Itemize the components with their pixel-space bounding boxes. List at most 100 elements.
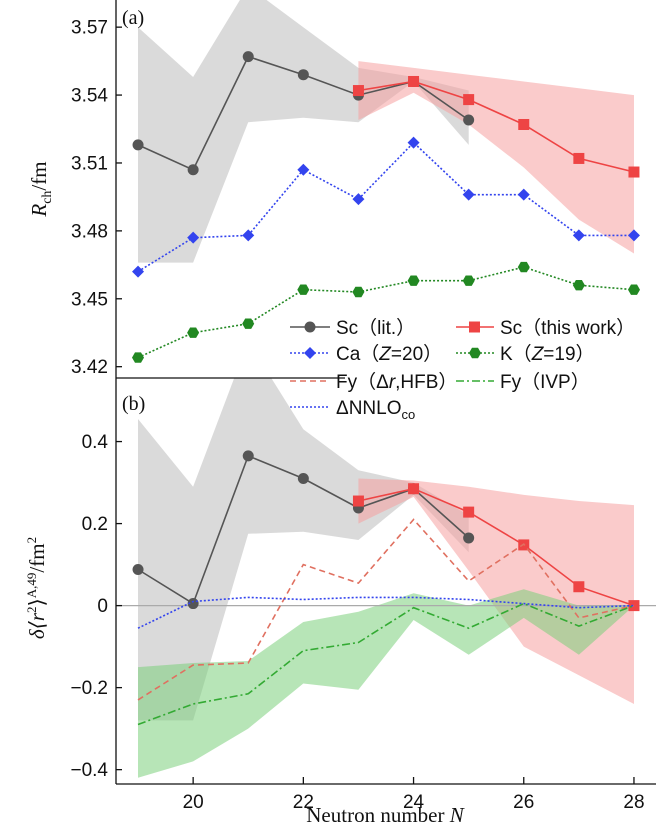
data-point-sc-this-work (518, 118, 530, 130)
band-sc-this-work (358, 61, 634, 254)
data-point-k-z-19 (572, 280, 585, 291)
y-tick-label: −0.4 (70, 760, 108, 781)
data-point-sc-lit (297, 472, 309, 484)
data-point-sc-this-work (628, 166, 640, 178)
x-tick-label: 22 (293, 792, 314, 813)
data-point-ca-z-20 (132, 265, 145, 278)
legend-label-fy-ivp: Fy（IVP） (500, 371, 590, 393)
y-tick-label: 3.51 (71, 153, 108, 174)
data-point-k-z-19 (517, 261, 530, 273)
x-tick-label: 20 (183, 792, 204, 813)
panel-a: 3.42 3.45 3.48 3.51 3.54 3.57 (a) Rch/fm (27, 0, 640, 378)
legend-marker-k (469, 347, 481, 359)
data-point-k-z-19 (628, 284, 640, 295)
legend-marker-sc-this (469, 321, 480, 333)
y-tick-label: 3.48 (71, 221, 108, 242)
legend-entry-sc-this: Sc（this work） (456, 317, 635, 339)
data-point-sc-lit (132, 564, 144, 576)
legend-label-ca-var: Z (378, 344, 392, 365)
data-point-sc-this-work (352, 85, 364, 97)
band-sc-lit (138, 378, 469, 721)
legend-entry-k: K（Z=19） (456, 343, 595, 365)
data-point-k-z-19 (407, 275, 420, 286)
data-point-ca-z-20 (407, 136, 420, 149)
legend-label-sc-lit: Sc（lit.） (336, 317, 415, 339)
x-tick-label: 28 (623, 792, 644, 813)
panel-b-x-ticks: 20 22 24 26 28 (183, 777, 645, 813)
data-point-sc-this-work (408, 483, 420, 495)
panel-b-ylabel-unit: /fm (25, 543, 49, 572)
panel-b-ylabel-sup2: A,49 (24, 573, 39, 599)
panel-a-series (132, 51, 640, 363)
y-tick-label: 3.45 (71, 289, 108, 310)
legend-label-fy-dr-post: ,HFB） (395, 371, 457, 393)
panel-a-ylabel-main: R (27, 204, 51, 218)
legend-entry-ca: Ca（Z=20） (290, 343, 442, 365)
data-point-k-z-19 (352, 286, 365, 298)
data-point-sc-lit (463, 114, 475, 126)
panel-b-series (132, 450, 640, 726)
y-tick-label: 3.57 (71, 18, 108, 39)
legend: Sc（lit.） Sc（this work） Ca（Z=20） K（Z=19） … (290, 317, 635, 422)
data-point-sc-lit (187, 164, 199, 176)
data-point-sc-lit (242, 450, 254, 462)
x-axis-title-var: N (449, 803, 465, 827)
series-line-fy-ivp (137, 602, 635, 726)
data-point-sc-lit (132, 139, 144, 151)
series-line-ca-z-20 (137, 141, 634, 273)
y-tick-label: 0.4 (82, 432, 109, 453)
panel-a-ylabel-sub: ch (40, 191, 55, 204)
data-point-sc-lit (463, 532, 475, 544)
data-point-sc-lit (297, 69, 309, 81)
data-point-ca-z-20 (352, 193, 365, 206)
series-line-fy-r-hfb (137, 518, 635, 701)
panel-b-label: (b) (122, 393, 145, 415)
data-point-ca-z-20 (242, 229, 255, 242)
legend-label-ca-pre: Ca（ (336, 343, 379, 365)
panel-b-ylabel-unit-sup: 2 (24, 537, 39, 544)
panel-a-ylabel-unit: /fm (27, 161, 51, 190)
x-tick-label: 26 (513, 792, 534, 813)
legend-label-ca-post: =20） (391, 343, 442, 365)
x-tick-label: 24 (403, 792, 425, 813)
legend-label-nnlo-main: ΔNNLO (336, 398, 401, 419)
data-point-k-z-19 (297, 284, 310, 295)
legend-label-fy-dr-pre: Fy（Δ (336, 371, 389, 393)
y-tick-label: 3.42 (71, 357, 108, 378)
band-sc-lit (138, 0, 469, 263)
legend-label-nnlo: ΔNNLOco (336, 398, 415, 422)
legend-entry-nnlo: ΔNNLOco (290, 398, 415, 422)
y-tick-label: 0 (97, 596, 108, 617)
series-line-nnloco (137, 596, 635, 629)
data-point-ca-z-20 (517, 188, 530, 201)
legend-label-fy-dr-var: r (389, 372, 396, 393)
data-point-ca-z-20 (187, 231, 200, 244)
series-line-k-z-19 (137, 266, 635, 359)
legend-entry-fy-ivp: Fy（IVP） (456, 371, 590, 393)
panel-b: −0.4−0.200.20.4 20 22 24 26 28 (b) δ⟨r2⟩A,49… (24, 378, 656, 827)
data-point-k-z-19 (242, 318, 255, 329)
legend-label-nnlo-sub: co (401, 407, 415, 422)
legend-label-sc-this: Sc（this work） (500, 317, 635, 339)
legend-marker-sc-lit (304, 321, 316, 333)
panel-a-y-axis-title: Rch/fm (27, 161, 55, 217)
series-line-sc-this-work (358, 487, 635, 607)
data-point-sc-this-work (463, 506, 475, 518)
data-point-ca-z-20 (572, 229, 585, 242)
y-tick-label: 0.2 (82, 514, 108, 535)
data-point-ca-z-20 (462, 188, 475, 201)
data-point-k-z-19 (462, 275, 475, 286)
legend-entry-sc-lit: Sc（lit.） (290, 317, 415, 339)
data-point-sc-this-work (573, 152, 585, 164)
panel-b-y-axis-title: δ⟨r2⟩A,49/fm2 (24, 537, 49, 639)
series-line-sc-this-work (358, 80, 635, 173)
legend-label-k-pre: K（ (500, 343, 532, 365)
data-point-ca-z-20 (297, 163, 310, 176)
data-point-ca-z-20 (627, 229, 640, 242)
panel-b-ylabel-main: δ⟨r (25, 612, 49, 639)
panel-b-y-ticks: −0.4 −0.2 0 0.2 0.4 (70, 432, 122, 781)
data-point-k-z-19 (187, 327, 200, 338)
data-point-sc-lit (242, 51, 254, 63)
legend-label-ca: Ca（Z=20） (336, 343, 442, 365)
